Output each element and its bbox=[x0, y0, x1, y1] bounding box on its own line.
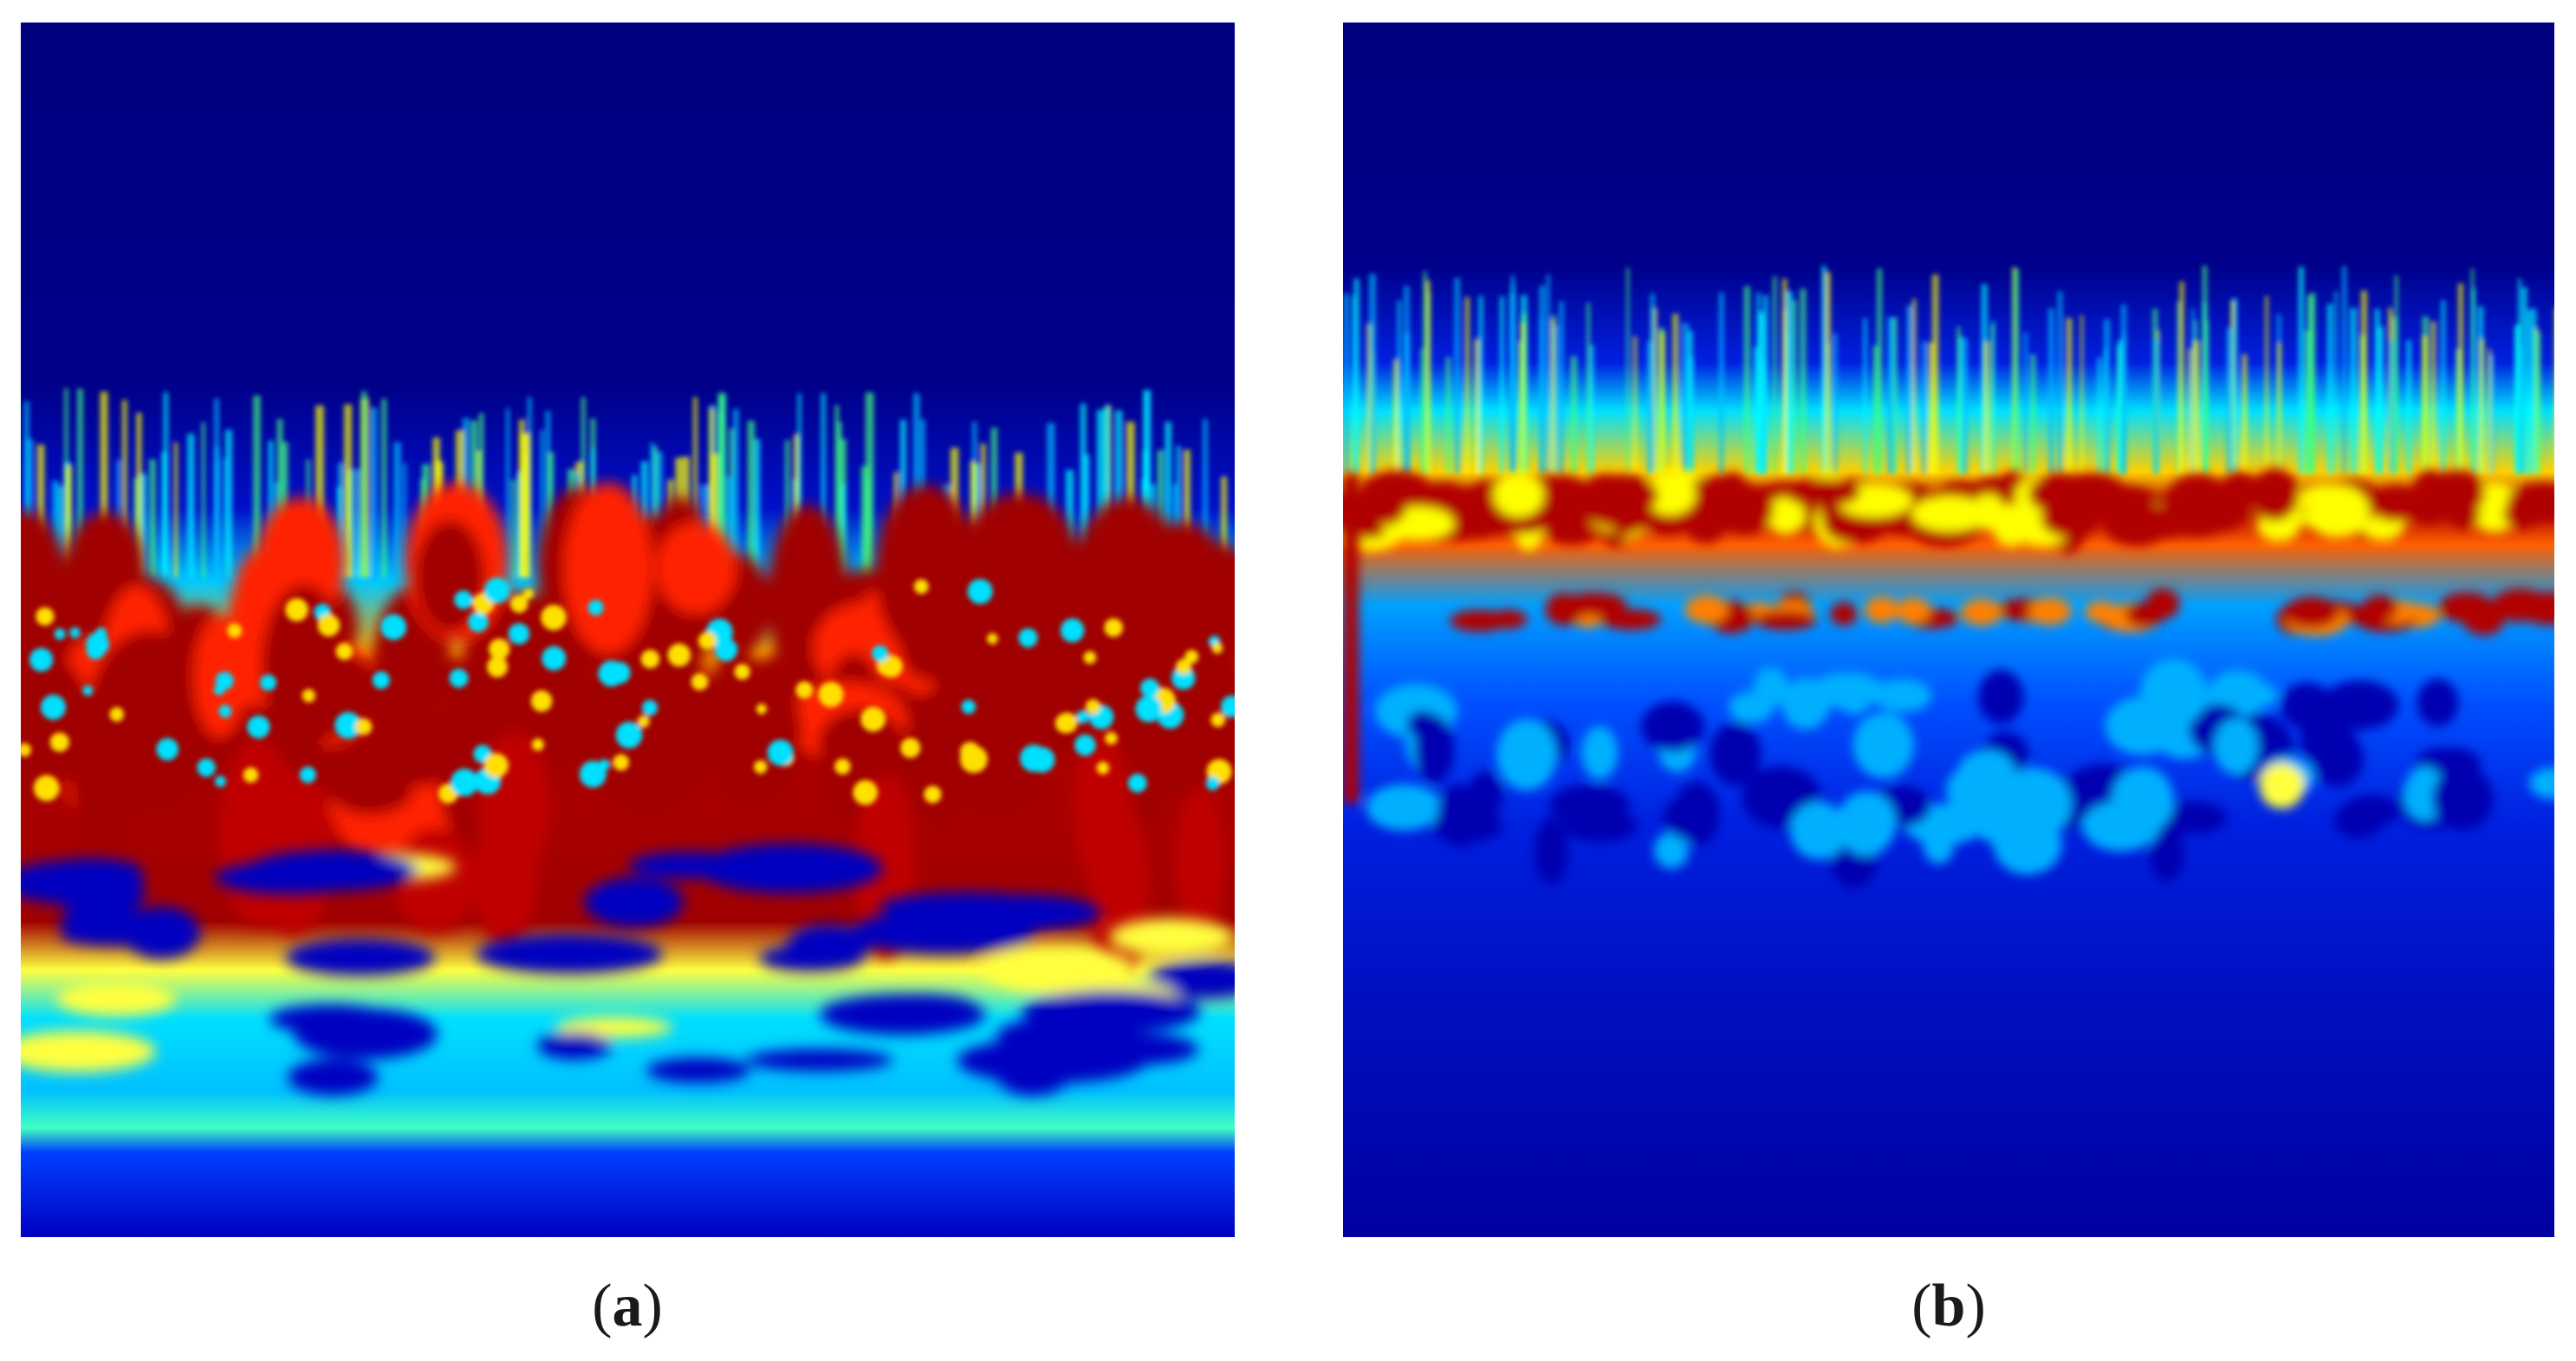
caption-a: (a) bbox=[592, 1273, 663, 1339]
scalogram-image-b bbox=[1343, 23, 2554, 1237]
caption-b: (b) bbox=[1911, 1273, 1986, 1339]
scalogram-image-a bbox=[21, 23, 1235, 1237]
figure-panel-a: (a) bbox=[21, 23, 1235, 1339]
figure-panel-b: (b) bbox=[1288, 0, 2576, 1361]
